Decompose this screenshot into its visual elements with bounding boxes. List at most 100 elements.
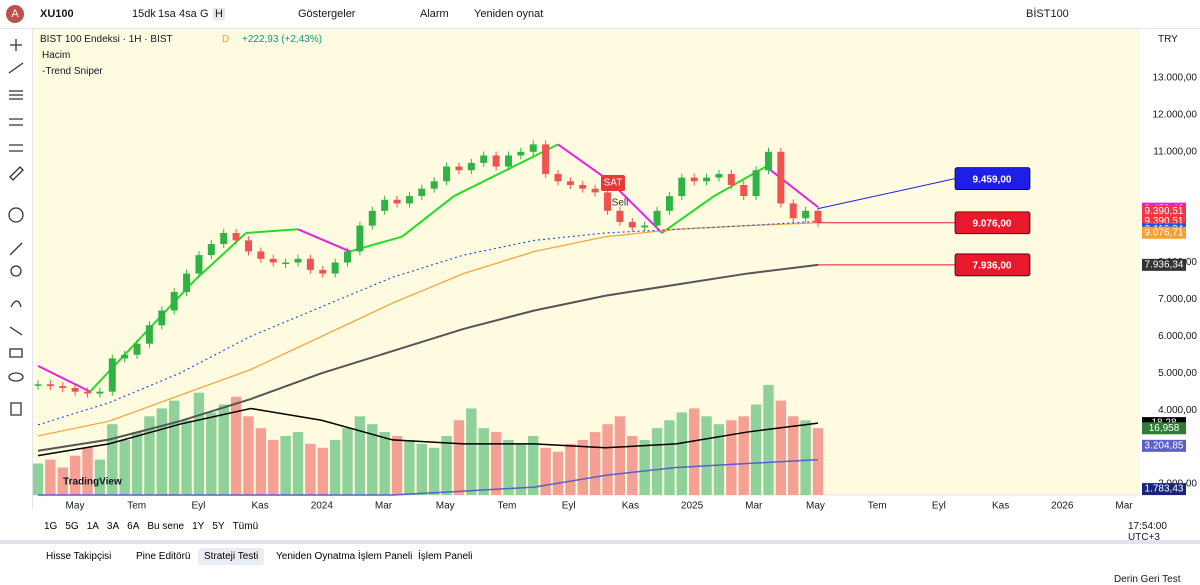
range-button[interactable]: Bu sene	[147, 521, 185, 532]
volume-bar	[156, 408, 168, 495]
range-button[interactable]: 1Y	[192, 521, 205, 532]
candle	[170, 292, 178, 311]
tab[interactable]: Hisse Takipçisi	[46, 551, 112, 562]
volume-bar	[33, 463, 44, 495]
volume-bar	[342, 428, 353, 495]
range-button[interactable]: 6A	[127, 521, 140, 532]
volume-ma	[37, 407, 819, 457]
candle	[145, 325, 153, 344]
legend-title: BIST 100 Endeksi · 1H · BIST	[40, 34, 173, 45]
interval[interactable]: G	[200, 8, 209, 20]
range-button[interactable]: 5G	[65, 521, 79, 532]
candle	[690, 177, 698, 182]
candle	[678, 177, 686, 197]
volume-bar	[367, 424, 378, 495]
symbol[interactable]: XU100	[40, 8, 74, 20]
avatar[interactable]: A	[6, 5, 24, 23]
interval[interactable]: H	[213, 8, 225, 20]
trend-sniper-segment	[765, 165, 819, 208]
indicators[interactable]: Göstergeler	[298, 8, 356, 20]
candle	[158, 310, 166, 326]
candle	[244, 240, 252, 252]
candle	[715, 173, 723, 178]
tab[interactable]: Pine Editörü	[136, 551, 191, 562]
candle	[331, 262, 339, 274]
candle	[727, 173, 735, 185]
ma-line	[37, 263, 819, 452]
volume-bar	[565, 443, 576, 495]
candle	[368, 210, 376, 226]
candle	[616, 210, 624, 222]
volume-bar	[230, 396, 242, 495]
x-tick-label: May	[436, 501, 455, 512]
candle	[108, 358, 116, 392]
replay[interactable]: Yeniden oynat	[474, 8, 544, 20]
tab[interactable]: Strateji Testi	[198, 548, 265, 565]
range-button[interactable]: Tümü	[232, 521, 259, 532]
trend-sniper-segment	[401, 195, 455, 238]
candle	[628, 221, 636, 228]
candle	[84, 391, 92, 394]
x-tick-label: Eyl	[932, 501, 946, 512]
footer-toggle[interactable]: Derin Geri Test	[1114, 574, 1181, 585]
x-tick-label: 2024	[311, 501, 334, 512]
candle	[121, 354, 129, 359]
y-tick-label: 12.000,00	[1153, 110, 1198, 121]
tab[interactable]: Yeniden Oynatma İşlem Paneli	[276, 551, 413, 562]
y-tick-label: 4.000,00	[1158, 405, 1197, 416]
candle	[789, 203, 797, 219]
x-tick-label: Eyl	[562, 501, 576, 512]
volume-bar	[441, 436, 452, 495]
candle	[653, 210, 661, 226]
candle	[418, 188, 426, 197]
range-button[interactable]: 1A	[86, 521, 99, 532]
x-tick-label: Kas	[992, 501, 1009, 512]
legend-change: +222,93 (+2,43%)	[242, 34, 323, 45]
watchlist[interactable]: BİST100	[1026, 8, 1069, 20]
watermark: TradingView	[63, 477, 122, 488]
volume-label: 1.783,43	[1145, 484, 1184, 495]
candle	[665, 196, 673, 211]
volume-bar	[639, 439, 650, 495]
range-button[interactable]: 3A	[106, 521, 120, 532]
interval[interactable]: 4sa	[179, 8, 197, 20]
x-tick-label: Eyl	[191, 501, 205, 512]
x-tick-label: Tem	[127, 501, 146, 512]
price-label: 7.936,34	[1145, 259, 1184, 270]
volume-bar	[268, 439, 279, 495]
interval[interactable]: 1sa	[158, 8, 176, 20]
range-button[interactable]: 1G	[44, 521, 58, 532]
candle	[604, 192, 612, 211]
volume-bar	[552, 451, 564, 495]
candle	[133, 343, 141, 355]
chart: 13.000,0012.000,0011.000,008.000,007.000…	[33, 29, 1200, 512]
trend-sniper-segment	[89, 335, 143, 393]
tab[interactable]: İşlem Paneli	[418, 551, 473, 562]
candle	[71, 387, 79, 392]
volume-bar	[651, 428, 663, 495]
trend-sniper-segment	[505, 143, 559, 172]
candle	[306, 258, 314, 270]
volume-bar	[206, 412, 217, 495]
target-box	[954, 253, 1031, 277]
range-button[interactable]: 5Y	[212, 521, 225, 532]
candle	[579, 185, 587, 189]
y-tick-label: 6.000,00	[1158, 331, 1197, 342]
x-tick-label: Kas	[252, 501, 269, 512]
currency[interactable]: TRY	[1158, 34, 1178, 45]
interval[interactable]: 15dk	[132, 8, 156, 20]
volume-bar	[589, 432, 601, 495]
volume-bar	[800, 420, 811, 495]
volume-bar	[329, 439, 341, 495]
alarm[interactable]: Alarm	[420, 8, 449, 20]
candle	[764, 151, 772, 171]
volume-label-bg	[1142, 483, 1186, 496]
candle	[381, 199, 389, 211]
candle	[467, 162, 475, 171]
volume-bar	[812, 428, 824, 495]
volume-bar	[676, 412, 688, 495]
legend-flag: D	[222, 34, 230, 45]
candle	[46, 384, 54, 387]
candle	[566, 181, 574, 185]
candle	[319, 269, 327, 274]
